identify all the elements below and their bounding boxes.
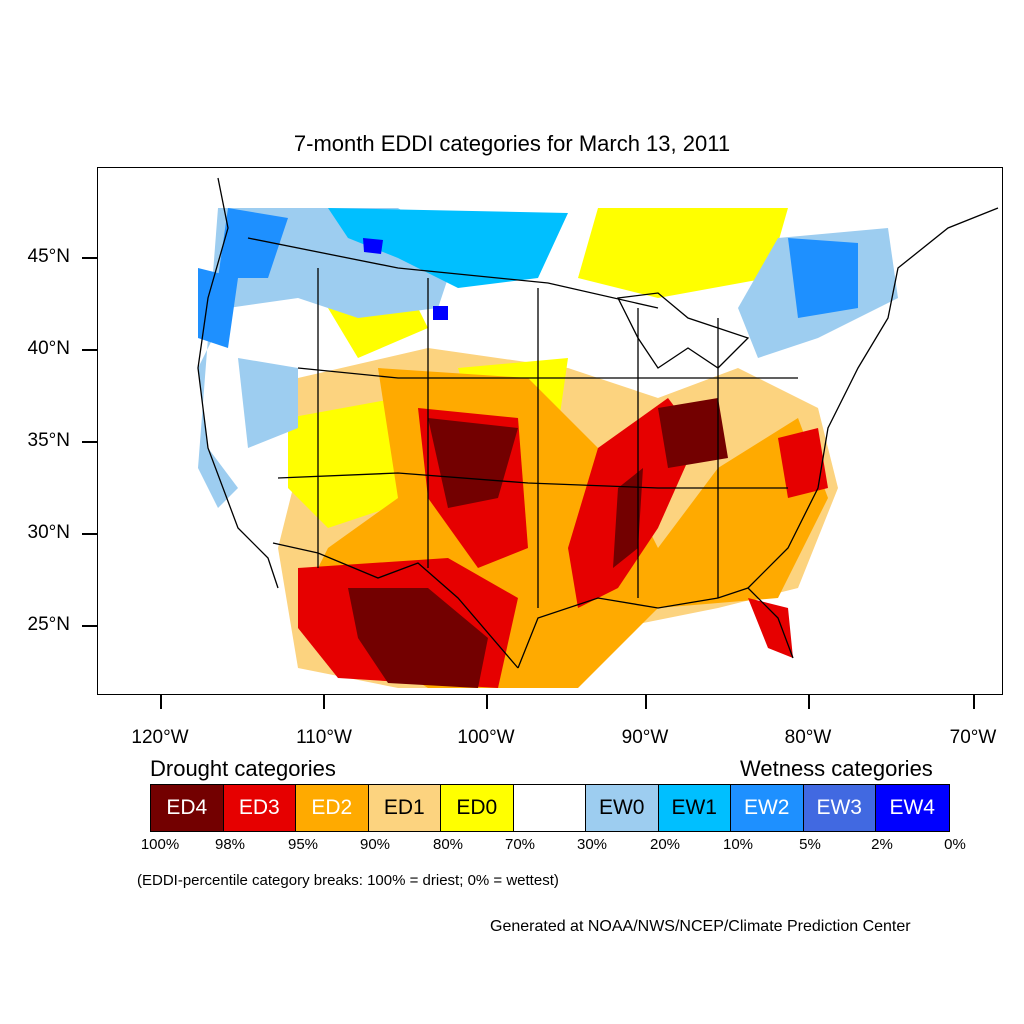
legend-box-ew0: EW0 xyxy=(586,785,659,831)
ew4-spot-montana xyxy=(433,306,448,320)
legend-box-ew2: EW2 xyxy=(731,785,804,831)
ew0-region-northwest xyxy=(198,208,458,508)
legend-box-ed3: ED3 xyxy=(223,785,296,831)
lon-tick-110 xyxy=(323,695,325,709)
lat-label-30: 30°N xyxy=(27,522,70,543)
coastline-gulf xyxy=(517,587,794,669)
lon-label-110: 110°W xyxy=(296,727,352,748)
border-mexico xyxy=(272,542,519,669)
legend-box-ew4: EW4 xyxy=(876,785,949,831)
percentile-label: 10% xyxy=(722,836,754,853)
percentile-label: 30% xyxy=(576,836,608,853)
percentile-label: 95% xyxy=(287,836,319,853)
ed0-region-west xyxy=(288,398,418,528)
ed3-region-florida xyxy=(748,598,793,658)
percentile-label: 70% xyxy=(504,836,536,853)
eddi-map xyxy=(197,177,999,688)
legend-box-ew3: EW3 xyxy=(803,785,876,831)
lat-tick-40 xyxy=(82,349,97,351)
border-canada xyxy=(247,237,659,309)
great-lakes xyxy=(617,292,750,369)
legend-colorbar: ED4 ED3 ED2 ED1 ED0 EW0 EW1 EW2 EW3 EW4 xyxy=(150,784,950,832)
lon-label-70: 70°W xyxy=(949,727,997,748)
map-panel xyxy=(97,167,1003,695)
percentile-label: 80% xyxy=(432,836,464,853)
legend-box-ed0: ED0 xyxy=(441,785,514,831)
lon-label-90: 90°W xyxy=(621,727,669,748)
ew2-region-northwest xyxy=(218,208,288,278)
lon-tick-70 xyxy=(973,695,975,709)
ed4-region-ohio-valley xyxy=(658,398,728,468)
drought-heading: Drought categories xyxy=(150,756,336,781)
legend-box-ew1: EW1 xyxy=(658,785,731,831)
lat-label-45: 45°N xyxy=(27,246,70,267)
lat-tick-35 xyxy=(82,441,97,443)
lat-tick-25 xyxy=(82,625,97,627)
category-fields xyxy=(198,208,898,688)
map-title: 7-month EDDI categories for March 13, 20… xyxy=(293,131,731,156)
percentile-label: 100% xyxy=(140,836,180,853)
lon-tick-80 xyxy=(808,695,810,709)
legend-box-neutral xyxy=(513,785,586,831)
lon-label-120: 120°W xyxy=(131,727,189,748)
ed3-region-carolinas xyxy=(778,428,828,498)
category-breaks-note: (EDDI-percentile category breaks: 100% =… xyxy=(137,872,559,889)
coastline-west xyxy=(197,177,279,589)
ew4-spot-idaho xyxy=(363,238,383,254)
lon-tick-90 xyxy=(645,695,647,709)
ed4-region-texas xyxy=(348,588,488,688)
credit-line: Generated at NOAA/NWS/NCEP/Climate Predi… xyxy=(490,918,911,935)
lon-label-80: 80°W xyxy=(784,727,832,748)
wetness-heading: Wetness categories xyxy=(740,756,933,781)
ed4-region-plains xyxy=(428,418,518,508)
legend-box-ed1: ED1 xyxy=(368,785,441,831)
coastline-east xyxy=(747,207,999,589)
percentile-label: 5% xyxy=(799,836,821,853)
percentile-label: 98% xyxy=(214,836,246,853)
ew2-region-northeast xyxy=(788,238,858,318)
state-lines-1 xyxy=(297,367,798,379)
state-lines-2 xyxy=(277,472,788,489)
ed0-region-north xyxy=(578,208,788,298)
ew1-region-northwest xyxy=(328,208,568,288)
ed4-region-delta xyxy=(613,468,643,568)
legend-box-ed4: ED4 xyxy=(151,785,224,831)
lat-label-25: 25°N xyxy=(27,614,70,635)
ew2-region-west-coast xyxy=(198,268,238,348)
lat-tick-45 xyxy=(82,257,97,259)
percentile-label: 0% xyxy=(944,836,966,853)
lat-label-40: 40°N xyxy=(27,338,70,359)
lon-tick-100 xyxy=(486,695,488,709)
boundaries xyxy=(197,177,999,669)
lat-tick-30 xyxy=(82,533,97,535)
percentile-label: 2% xyxy=(871,836,893,853)
ew0-region-great-basin xyxy=(238,358,298,448)
legend-box-ed2: ED2 xyxy=(296,785,369,831)
percentile-label: 20% xyxy=(649,836,681,853)
percentile-label: 90% xyxy=(359,836,391,853)
lat-label-35: 35°N xyxy=(27,430,70,451)
state-lines-3 xyxy=(317,268,719,608)
lon-label-100: 100°W xyxy=(457,727,515,748)
lon-tick-120 xyxy=(160,695,162,709)
